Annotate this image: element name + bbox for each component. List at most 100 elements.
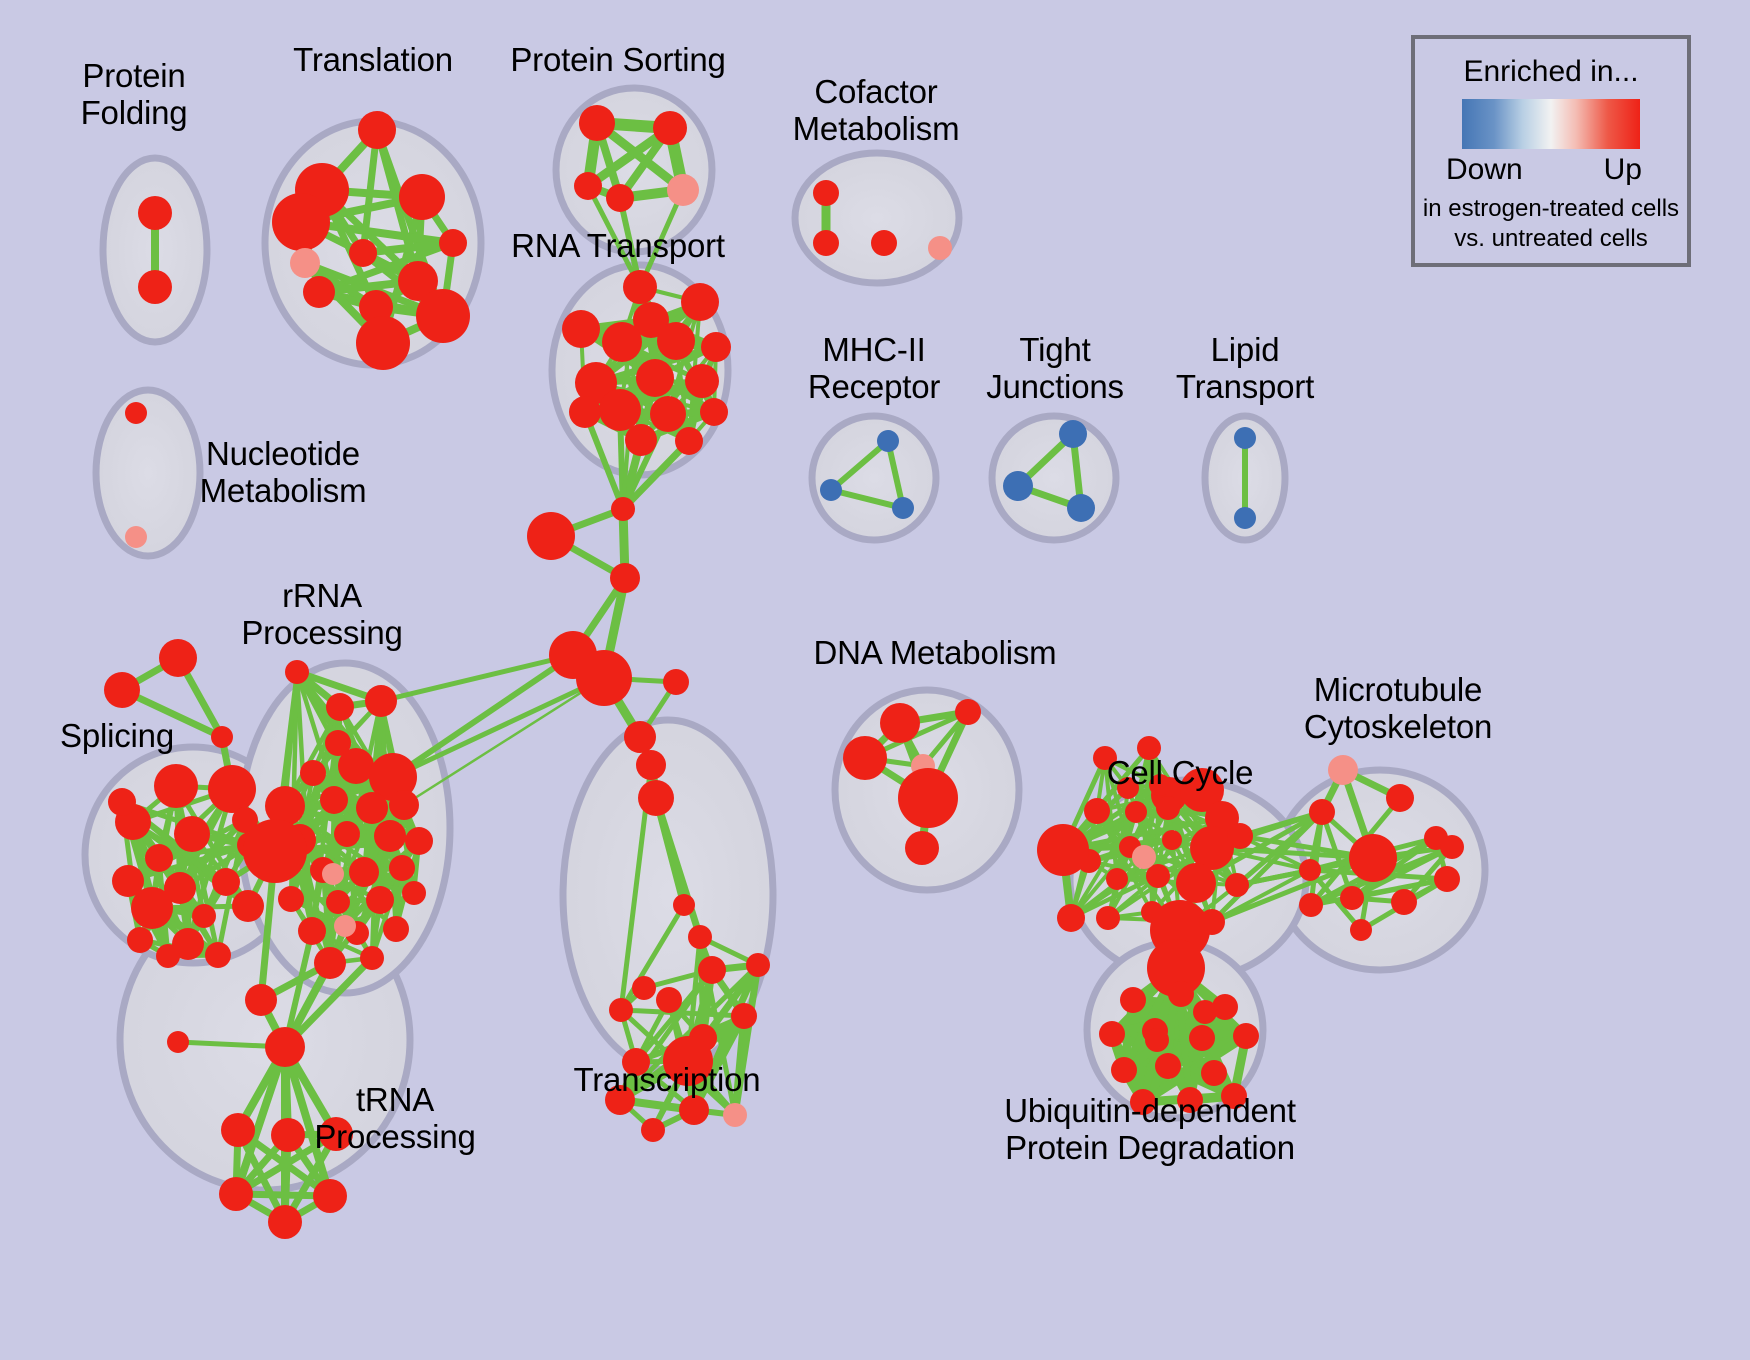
network-node — [1155, 1053, 1181, 1079]
network-node — [1067, 494, 1095, 522]
network-node — [108, 788, 136, 816]
network-node — [636, 359, 674, 397]
network-nodes — [104, 105, 1464, 1239]
network-node — [138, 270, 172, 304]
network-node — [285, 660, 309, 684]
network-node — [1201, 1060, 1227, 1086]
network-node — [622, 1048, 650, 1076]
cluster-label-protein-sorting: Protein Sorting — [510, 41, 726, 78]
network-node — [641, 1118, 665, 1142]
network-node — [653, 111, 687, 145]
legend-low-label: Down — [1446, 153, 1523, 186]
network-node — [154, 764, 198, 808]
network-node — [527, 512, 575, 560]
network-node — [232, 807, 258, 833]
network-node — [632, 976, 656, 1000]
network-node — [673, 894, 695, 916]
network-node — [405, 827, 433, 855]
network-node — [575, 362, 617, 404]
network-node — [625, 424, 657, 456]
legend-caption-line-1: in estrogen-treated cells — [1422, 195, 1680, 222]
network-node — [1299, 893, 1323, 917]
network-node — [1190, 826, 1234, 870]
network-node — [1176, 863, 1216, 903]
network-edge — [1209, 845, 1376, 861]
network-edge — [201, 817, 248, 919]
network-node — [576, 650, 632, 706]
network-node — [688, 925, 712, 949]
network-node — [681, 283, 719, 321]
network-node — [731, 1003, 757, 1029]
network-node — [1106, 868, 1128, 890]
network-node — [1037, 824, 1089, 876]
cluster-label-trna-processing: tRNA Processing — [314, 1081, 476, 1155]
network-node — [298, 917, 326, 945]
network-node — [1199, 909, 1225, 935]
network-node — [313, 1179, 347, 1213]
network-edge — [1308, 876, 1450, 908]
network-node — [383, 916, 409, 942]
network-node — [1162, 830, 1182, 850]
network-node — [1212, 994, 1238, 1020]
network-node — [880, 703, 920, 743]
cluster-label-rna-transport: RNA Transport — [511, 227, 725, 264]
network-node — [112, 865, 144, 897]
network-node — [1299, 859, 1321, 881]
network-node — [1137, 736, 1161, 760]
network-node — [356, 792, 388, 824]
cluster-label-transcription: Transcription — [573, 1061, 761, 1098]
network-node — [145, 844, 173, 872]
network-edge — [828, 438, 891, 493]
network-node — [271, 1118, 305, 1152]
network-node — [633, 302, 669, 338]
network-node — [303, 276, 335, 308]
network-node — [1340, 886, 1364, 910]
network-node — [325, 730, 351, 756]
network-node — [606, 184, 634, 212]
legend-title: Enriched in... — [1463, 55, 1639, 88]
legend-endpoints: Down Up — [1415, 153, 1687, 193]
network-node — [290, 248, 320, 278]
cluster-label-splicing: Splicing — [60, 717, 174, 754]
network-node — [356, 316, 410, 370]
network-node — [125, 402, 147, 424]
network-node — [1189, 1025, 1215, 1051]
network-node — [1093, 746, 1117, 770]
network-node — [905, 831, 939, 865]
network-node — [813, 230, 839, 256]
network-node — [402, 881, 426, 905]
network-edge — [359, 239, 457, 257]
network-node — [366, 886, 394, 914]
network-node — [243, 819, 307, 883]
network-node — [723, 1103, 747, 1127]
network-edge — [1069, 810, 1138, 920]
network-node — [268, 1205, 302, 1239]
network-node — [338, 748, 374, 784]
network-node — [398, 261, 438, 301]
network-node — [602, 322, 642, 362]
network-node — [1177, 1087, 1203, 1113]
network-node — [746, 953, 770, 977]
network-node — [439, 229, 467, 257]
network-node — [1145, 1028, 1169, 1052]
network-node — [326, 890, 350, 914]
network-edge — [690, 961, 762, 1114]
network-node — [212, 868, 240, 896]
network-node — [1440, 835, 1464, 859]
legend-color-gradient-bar — [1462, 99, 1640, 149]
network-node — [1147, 939, 1205, 997]
network-node — [374, 820, 406, 852]
cluster-label-protein-folding: Protein Folding — [80, 57, 188, 131]
network-node — [245, 984, 277, 1016]
network-node — [1146, 864, 1170, 888]
network-node — [1059, 420, 1087, 448]
network-node — [650, 396, 686, 432]
network-edge — [885, 438, 906, 511]
network-node — [1125, 801, 1147, 823]
network-node — [1225, 873, 1249, 897]
network-node — [359, 290, 393, 324]
network-node — [663, 669, 689, 695]
cluster-label-microtubule-cytoskeleton: Microtubule Cytoskeleton — [1303, 671, 1493, 745]
network-node — [1096, 906, 1120, 930]
